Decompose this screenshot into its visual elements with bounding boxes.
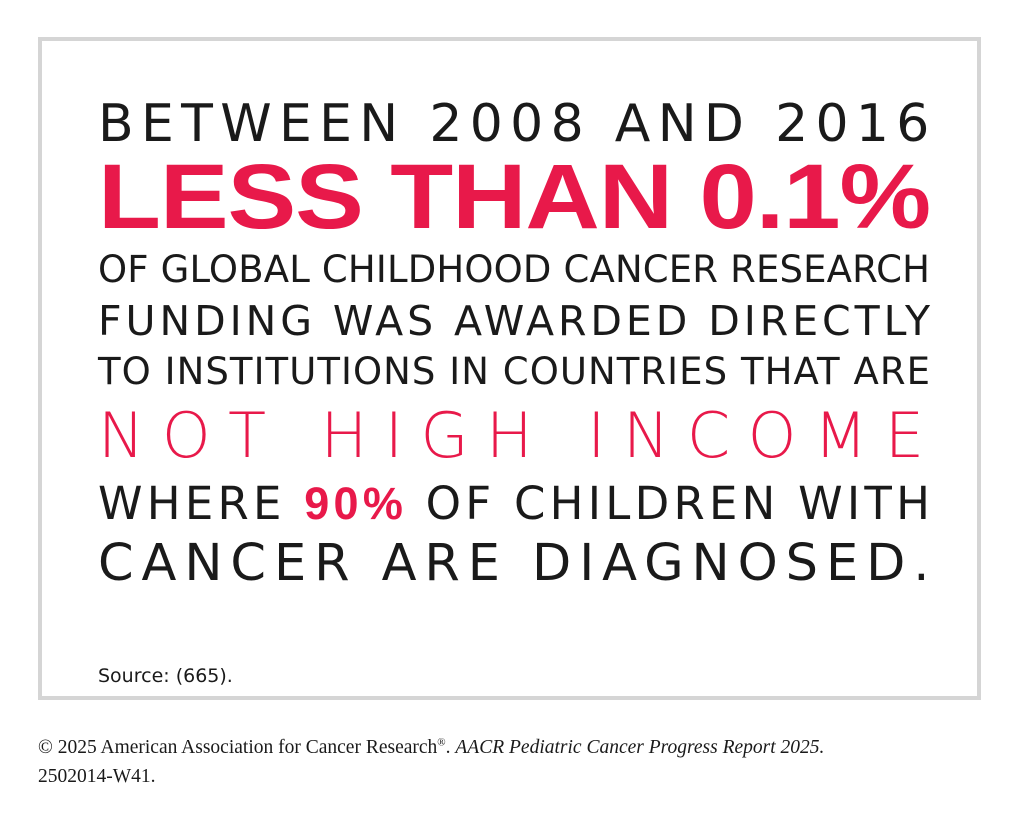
headline-period: BETWEEN 2008 AND 2016 [98,94,937,154]
headline-statistic: LESS THAN 0.1% [98,146,931,248]
highlight-not-high-income: NOT HIGH INCOME [98,399,942,472]
report-code: 2502014-W41. [38,766,156,787]
body-line-2: FUNDING WAS AWARDED DIRECTLY [98,297,934,345]
copyright-text: © 2025 American Association for Cancer R… [38,737,438,758]
report-title: AACR Pediatric Cancer Progress Report 20… [455,737,825,758]
body-line-3: TO INSTITUTIONS IN COUNTRIES THAT ARE [98,350,932,393]
copyright-separator: . [445,737,456,758]
body-line-4-suffix: OF CHILDREN WITH [407,477,935,530]
body-line-4-prefix: WHERE [98,477,305,530]
infographic-content: BETWEEN 2008 AND 2016 LESS THAN 0.1% OF … [98,93,942,687]
body-line-4: WHERE 90% OF CHILDREN WITH [98,475,930,533]
copyright-footer: © 2025 American Association for Cancer R… [38,733,998,791]
body-line-5: CANCER ARE DIAGNOSED. [98,534,938,593]
registered-mark: ® [437,736,446,749]
source-citation: Source: (665). [98,665,233,687]
body-line-1: OF GLOBAL CHILDHOOD CANCER RESEARCH [98,248,931,291]
infographic-frame: BETWEEN 2008 AND 2016 LESS THAN 0.1% OF … [38,37,981,700]
highlight-90-percent: 90% [304,478,408,529]
